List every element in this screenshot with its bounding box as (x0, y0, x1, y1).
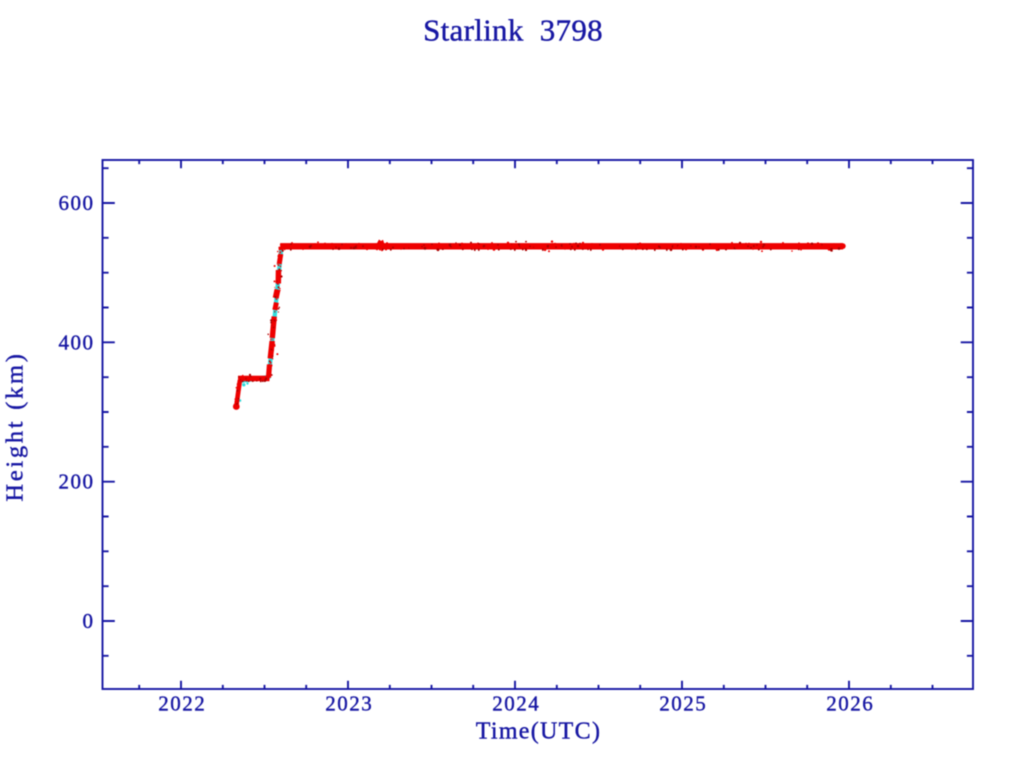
svg-text:Height (km): Height (km) (1, 351, 28, 501)
svg-text:2026: 2026 (826, 692, 874, 716)
svg-text:600: 600 (59, 191, 95, 215)
svg-text:Time(UTC): Time(UTC) (476, 719, 602, 745)
svg-text:400: 400 (59, 330, 95, 354)
svg-text:200: 200 (59, 470, 95, 494)
svg-text:Starlink 3798: Starlink 3798 (423, 13, 603, 48)
svg-text:2025: 2025 (659, 692, 707, 716)
svg-text:2024: 2024 (492, 692, 540, 716)
svg-text:2023: 2023 (325, 692, 373, 716)
svg-text:0: 0 (83, 609, 95, 633)
svg-text:2022: 2022 (158, 692, 206, 716)
